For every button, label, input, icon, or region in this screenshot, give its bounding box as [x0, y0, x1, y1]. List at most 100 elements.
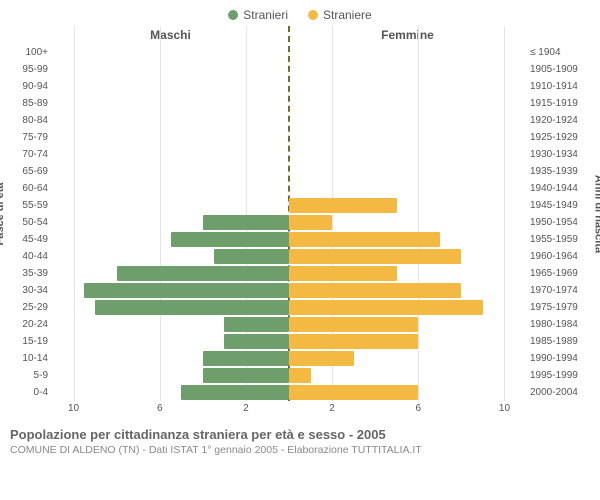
- age-label: 85-89: [8, 98, 52, 109]
- bar-female: [289, 334, 418, 349]
- age-label: 35-39: [8, 268, 52, 279]
- x-tick: 6: [157, 403, 163, 414]
- age-row: 0-4 2000-2004: [8, 384, 592, 401]
- x-tick: 2: [329, 403, 335, 414]
- chart-subtitle: COMUNE DI ALDENO (TN) - Dati ISTAT 1° ge…: [10, 444, 590, 456]
- y-axis-label-left: Fasce di età: [0, 182, 6, 245]
- birth-label: 1915-1919: [526, 98, 592, 109]
- age-label: 15-19: [8, 336, 52, 347]
- age-label: 50-54: [8, 217, 52, 228]
- age-row: 80-84 1920-1924: [8, 112, 592, 129]
- age-row: 40-44 1960-1964: [8, 248, 592, 265]
- birth-label: 2000-2004: [526, 387, 592, 398]
- age-label: 55-59: [8, 200, 52, 211]
- bar-male: [171, 232, 290, 247]
- header-male: Maschi: [52, 26, 289, 44]
- age-row: 85-89 1915-1919: [8, 95, 592, 112]
- birth-label: 1980-1984: [526, 319, 592, 330]
- bar-female: [289, 317, 418, 332]
- age-label: 0-4: [8, 387, 52, 398]
- birth-label: ≤ 1904: [526, 47, 592, 58]
- bar-female: [289, 300, 483, 315]
- bar-female: [289, 368, 311, 383]
- age-row: 90-94 1910-1914: [8, 78, 592, 95]
- bar-female: [289, 232, 440, 247]
- header-female: Femmine: [289, 26, 526, 44]
- swatch-female: [308, 10, 318, 20]
- bar-male: [181, 385, 289, 400]
- column-headers: Maschi Femmine: [8, 26, 592, 44]
- bar-male: [224, 334, 289, 349]
- birth-label: 1985-1989: [526, 336, 592, 347]
- x-ticks: 10622610: [52, 403, 526, 417]
- bar-female: [289, 351, 354, 366]
- birth-label: 1965-1969: [526, 268, 592, 279]
- chart-title: Popolazione per cittadinanza straniera p…: [10, 427, 590, 442]
- age-label: 100+: [8, 47, 52, 58]
- age-row: 5-9 1995-1999: [8, 367, 592, 384]
- x-tick: 6: [415, 403, 421, 414]
- age-label: 65-69: [8, 166, 52, 177]
- age-row: 70-74 1930-1934: [8, 146, 592, 163]
- x-tick: 10: [68, 403, 79, 414]
- bar-female: [289, 215, 332, 230]
- legend-male: Stranieri: [228, 8, 288, 22]
- legend-female: Straniere: [308, 8, 372, 22]
- population-pyramid: Fasce di età Anni di nascita Maschi Femm…: [8, 26, 592, 401]
- age-row: 60-641940-1944: [8, 180, 592, 197]
- age-row: 15-19 1985-1989: [8, 333, 592, 350]
- bar-female: [289, 198, 397, 213]
- age-row: 50-541950-1954: [8, 214, 592, 231]
- birth-label: 1945-1949: [526, 200, 592, 211]
- age-label: 40-44: [8, 251, 52, 262]
- legend-female-label: Straniere: [323, 8, 372, 22]
- swatch-male: [228, 10, 238, 20]
- birth-label: 1960-1964: [526, 251, 592, 262]
- age-label: 30-34: [8, 285, 52, 296]
- age-row: 45-49 1955-1959: [8, 231, 592, 248]
- birth-label: 1920-1924: [526, 115, 592, 126]
- age-label: 80-84: [8, 115, 52, 126]
- birth-label: 1940-1944: [526, 183, 592, 194]
- bar-male: [117, 266, 289, 281]
- birth-label: 1995-1999: [526, 370, 592, 381]
- age-row: 55-59 1945-1949: [8, 197, 592, 214]
- birth-label: 1955-1959: [526, 234, 592, 245]
- birth-label: 1975-1979: [526, 302, 592, 313]
- age-label: 90-94: [8, 81, 52, 92]
- age-row: 20-24 1980-1984: [8, 316, 592, 333]
- birth-label: 1910-1914: [526, 81, 592, 92]
- birth-label: 1905-1909: [526, 64, 592, 75]
- bar-female: [289, 249, 461, 264]
- bar-male: [95, 300, 289, 315]
- bar-female: [289, 266, 397, 281]
- age-label: 25-29: [8, 302, 52, 313]
- age-label: 5-9: [8, 370, 52, 381]
- birth-label: 1930-1934: [526, 149, 592, 160]
- age-row: 10-141990-1994: [8, 350, 592, 367]
- x-axis: 10622610: [8, 403, 592, 417]
- birth-label: 1935-1939: [526, 166, 592, 177]
- bar-male: [203, 215, 289, 230]
- legend-male-label: Stranieri: [243, 8, 288, 22]
- age-row: 25-29 1975-1979: [8, 299, 592, 316]
- y-axis-label-right: Anni di nascita: [592, 174, 600, 252]
- age-row: 35-39 1965-1969: [8, 265, 592, 282]
- age-label: 20-24: [8, 319, 52, 330]
- age-row: 75-79 1925-1929: [8, 129, 592, 146]
- bar-male: [84, 283, 289, 298]
- age-label: 75-79: [8, 132, 52, 143]
- chart-rows: 100+ ≤ 1904 95-991905-1909 90-94 1910-1914 85…: [8, 44, 592, 401]
- age-label: 45-49: [8, 234, 52, 245]
- birth-label: 1970-1974: [526, 285, 592, 296]
- age-row: 95-991905-1909: [8, 61, 592, 78]
- bar-male: [203, 351, 289, 366]
- age-row: 30-34 1970-1974: [8, 282, 592, 299]
- age-label: 70-74: [8, 149, 52, 160]
- age-row: 65-69 1935-1939: [8, 163, 592, 180]
- bar-female: [289, 385, 418, 400]
- bar-male: [203, 368, 289, 383]
- age-row: 100+ ≤ 1904: [8, 44, 592, 61]
- legend: Stranieri Straniere: [0, 0, 600, 26]
- birth-label: 1925-1929: [526, 132, 592, 143]
